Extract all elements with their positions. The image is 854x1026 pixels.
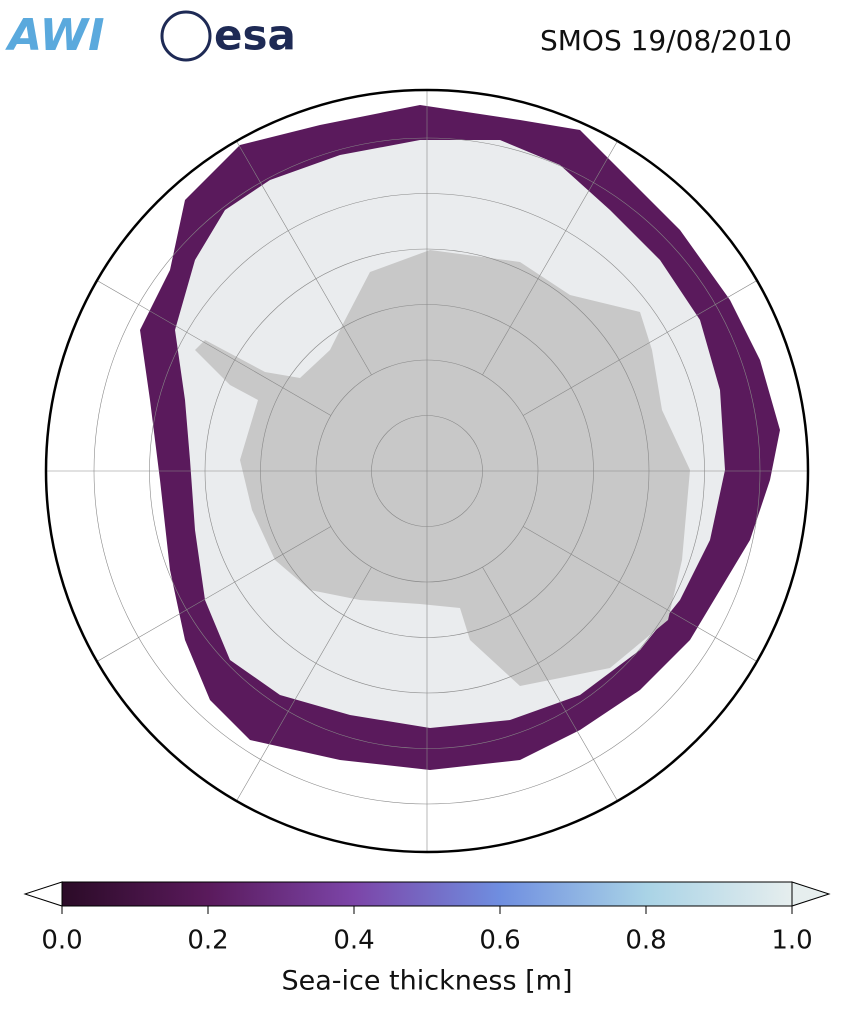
tick-label: 1.0 xyxy=(771,926,812,956)
meridian xyxy=(226,124,372,376)
meridian xyxy=(80,526,332,672)
graticule xyxy=(46,90,808,852)
tick-label: 0.8 xyxy=(625,926,666,956)
antarctica xyxy=(195,250,690,686)
tick-label: 0.6 xyxy=(479,926,520,956)
meridian xyxy=(80,270,332,416)
colorbar-label: Sea-ice thickness [m] xyxy=(281,966,572,997)
colorbar-over xyxy=(791,881,831,907)
meridian xyxy=(226,566,372,818)
esa-emblem xyxy=(160,10,212,62)
tick-label: 0.2 xyxy=(187,926,228,956)
colorbar-under xyxy=(23,881,63,907)
awi-logo: AWI xyxy=(5,10,105,61)
tick-label: 0.4 xyxy=(333,926,374,956)
meridian xyxy=(482,566,628,818)
meridian xyxy=(482,124,628,376)
map-frame xyxy=(44,88,810,854)
tick-label: 0.0 xyxy=(41,926,82,956)
esa-logo: esa xyxy=(214,11,296,60)
colorbar xyxy=(61,881,793,907)
title: SMOS 19/08/2010 xyxy=(540,24,792,57)
meridian xyxy=(522,526,774,672)
map xyxy=(46,90,808,852)
meridian xyxy=(522,270,774,416)
